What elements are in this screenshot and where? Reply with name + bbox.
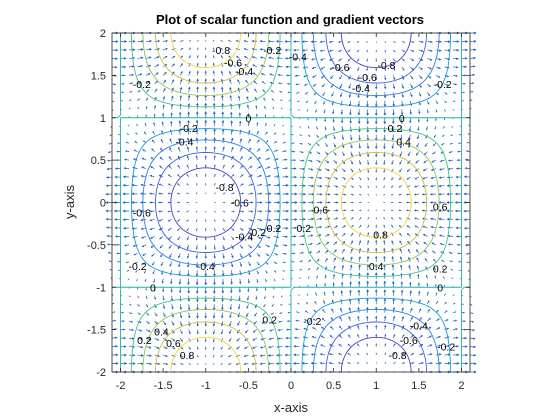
- contour-label: -0.8: [212, 45, 230, 57]
- contour-label: 0.2: [137, 335, 152, 347]
- x-tick-label: 0: [288, 380, 294, 392]
- contour-label: -0.4: [235, 231, 253, 243]
- contour-label: -0.4: [352, 83, 370, 95]
- contour-level-0p8: [170, 32, 412, 373]
- y-tick-label: 2: [100, 28, 106, 40]
- contour-label: -0.2: [180, 123, 198, 135]
- contour-level-0p2: [131, 32, 451, 373]
- contour-label: -0.8: [389, 350, 407, 362]
- y-tick-label: -1: [96, 282, 106, 294]
- y-tick-label: 0: [100, 198, 106, 210]
- contour-label: -0.2: [434, 79, 452, 91]
- contour-level-neg0p8: [170, 32, 412, 373]
- contour-label: 0: [245, 113, 251, 125]
- contour-label: 0.2: [388, 123, 403, 135]
- contour-label: 0.2: [296, 223, 311, 235]
- contour-label: 0.4: [369, 261, 384, 273]
- y-tick-label: 1: [100, 113, 106, 125]
- contour-label: -0.6: [400, 335, 418, 347]
- x-tick-label: 2: [458, 380, 464, 392]
- contour-lines: [112, 32, 470, 373]
- y-tick-label: -1.5: [87, 325, 106, 337]
- contour-label: -0.8: [215, 182, 233, 194]
- contour-label: 0.6: [166, 338, 181, 350]
- contour-label: -0.4: [289, 52, 307, 64]
- contour-label: 0.2: [433, 264, 448, 276]
- x-tick-label: 1: [373, 380, 379, 392]
- contour-label: 0.8: [180, 350, 195, 362]
- y-tick-label: -2: [96, 367, 106, 379]
- contour-label: -0.2: [437, 342, 455, 354]
- y-tick-label: 0.5: [91, 155, 106, 167]
- contour-label: -0.2: [248, 227, 266, 239]
- x-tick-label: 0.5: [326, 380, 341, 392]
- contour-label: -0.6: [331, 62, 349, 74]
- contour-label: -0.8: [377, 60, 395, 72]
- contour-label: 0: [437, 282, 443, 294]
- contour-level-neg0p6: [155, 32, 427, 373]
- contour-label: 0.2: [267, 223, 282, 235]
- contour-labels: -0.8-0.6-0.4-0.2-0.2-0.4-0.6 -0.8-0.6-0.4…: [129, 45, 456, 362]
- contour-label: -0.4: [175, 136, 193, 148]
- x-tick-label: -1.5: [154, 380, 173, 392]
- chart-title: Plot of scalar function and gradient vec…: [156, 12, 424, 27]
- plot-area: -0.8-0.6-0.4-0.2-0.2-0.4-0.6 -0.8-0.6-0.4…: [105, 31, 477, 374]
- contour-label: -0.4: [197, 261, 215, 273]
- x-tick-label: -2: [116, 380, 126, 392]
- y-axis-ticks: -2 -1.5 -1 -0.5 0 0.5 1 1.5 2: [87, 28, 470, 379]
- x-tick-label: 1.5: [411, 380, 426, 392]
- contour-label: -0.2: [129, 261, 147, 273]
- contour-label: -0.4: [410, 320, 428, 332]
- x-tick-label: -1: [201, 380, 211, 392]
- contour-label: 0.4: [154, 326, 169, 338]
- contour-level-neg0p4: [142, 32, 440, 373]
- contour-label: 0.2: [262, 314, 277, 326]
- x-tick-label: -0.5: [239, 380, 258, 392]
- contour-label: 0.6: [433, 202, 448, 214]
- contour-label: -0.6: [224, 58, 242, 70]
- contour-label: 0: [150, 282, 156, 294]
- contour-label: 0.6: [314, 204, 329, 216]
- x-axis-ticks: -2 -1.5 -1 -0.5 0 0.5 1 1.5 2: [116, 33, 465, 392]
- contour-label: -0.2: [303, 316, 321, 328]
- contour-label: -0.4: [235, 66, 253, 78]
- y-axis-label: y-axis: [62, 185, 77, 219]
- contour-label: 0.4: [396, 136, 411, 148]
- contour-label: 0: [399, 113, 405, 125]
- contour-label: 0.8: [373, 230, 388, 242]
- contour-label: -0.6: [359, 72, 377, 84]
- y-tick-label: 1.5: [91, 70, 106, 82]
- contour-label: -0.6: [133, 208, 151, 220]
- x-axis-label: x-axis: [274, 400, 308, 415]
- contour-label: -0.6: [231, 198, 249, 210]
- contour-label: -0.2: [133, 79, 151, 91]
- contour-level-neg0p2: [131, 32, 451, 373]
- contour-label: -0.2: [263, 45, 281, 57]
- contour-level-0p4: [142, 32, 440, 373]
- y-tick-label: -0.5: [87, 240, 106, 252]
- contour-level-0p6: [155, 32, 427, 373]
